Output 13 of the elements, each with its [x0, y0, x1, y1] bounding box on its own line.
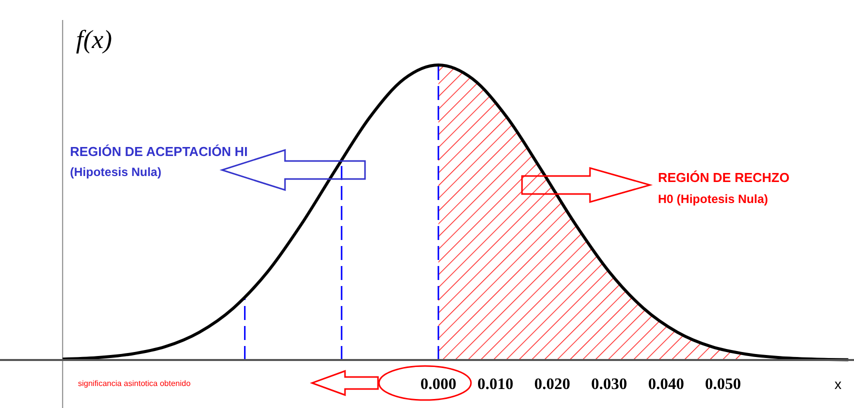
annotation: H0 (Hipotesis Nula)	[658, 192, 768, 206]
x-tick-label: 0.050	[705, 376, 742, 393]
x-tick-label: 0.020	[534, 376, 570, 393]
text: significancia asintotica obtenido	[78, 379, 192, 388]
x-axis-title: x	[834, 376, 842, 392]
x-tick-label: 0.030	[591, 376, 628, 393]
annotation: REGIÓN DE RECHZO	[658, 170, 790, 185]
x-tick-label: 0.040	[648, 376, 684, 393]
y-axis-title: f(x)	[76, 25, 112, 54]
x-tick-label: 0.010	[477, 376, 514, 393]
annotation: REGIÓN DE ACEPTACIÓN HI	[70, 144, 248, 159]
x-tick-label: 0.000	[420, 376, 456, 393]
annotation: (Hipotesis Nula)	[70, 165, 162, 179]
